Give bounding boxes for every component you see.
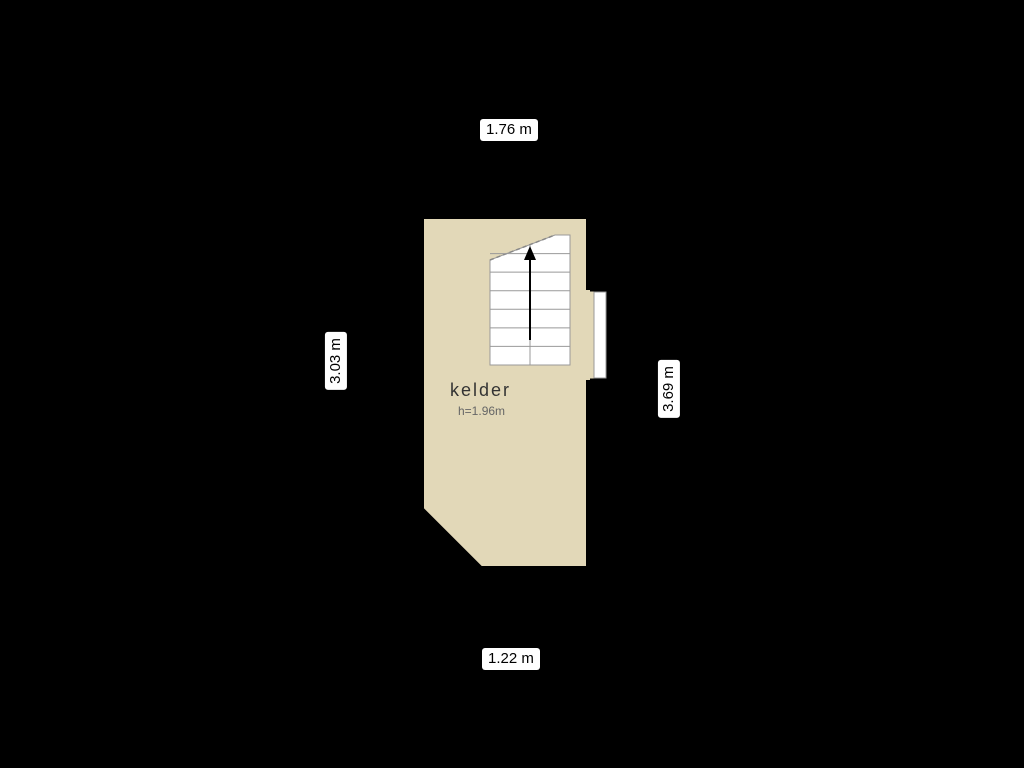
dimension-top: 1.76 m bbox=[480, 119, 538, 141]
room-height-label: h=1.96m bbox=[458, 404, 505, 418]
dimension-right: 3.69 m bbox=[658, 360, 680, 418]
dimension-bottom: 1.22 m bbox=[482, 648, 540, 670]
room-name: kelder bbox=[450, 380, 511, 401]
floorplan-canvas: 1.76 m 1.22 m 3.03 m 3.69 m kelder h=1.9… bbox=[0, 0, 1024, 768]
door-opening bbox=[586, 290, 610, 380]
dimension-left: 3.03 m bbox=[325, 332, 347, 390]
